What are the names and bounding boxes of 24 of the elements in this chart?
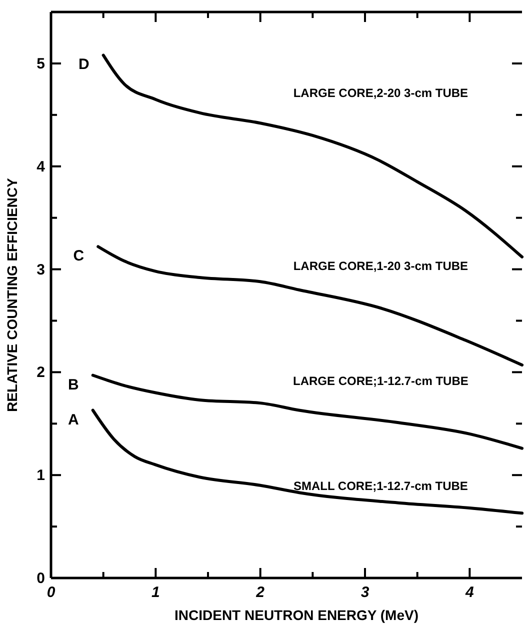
- series-label: A: [68, 411, 80, 428]
- x-tick-label: 3: [360, 584, 370, 601]
- line-series: [91, 408, 524, 515]
- y-axis-title: RELATIVE COUNTING EFFICIENCY: [4, 177, 20, 412]
- x-axis-title: INCIDENT NEUTRON ENERGY (MeV): [174, 607, 418, 623]
- y-tick-label: 1: [36, 467, 45, 484]
- x-tick-label: 4: [464, 584, 474, 601]
- y-tick-label: 3: [36, 261, 45, 278]
- annotation: LARGE CORE;1-12.7-cm TUBE: [293, 374, 468, 388]
- line-series: [91, 374, 524, 450]
- y-tick-label: 0: [36, 570, 45, 587]
- annotation: SMALL CORE;1-12.7-cm TUBE: [293, 479, 468, 493]
- y-tick-label: 4: [36, 158, 46, 176]
- annotation: LARGE CORE,1-20 3-cm TUBE: [293, 259, 468, 273]
- y-tick-label: 5: [36, 55, 45, 72]
- series-label: C: [73, 248, 84, 265]
- line-series: [96, 245, 524, 366]
- series-label: B: [68, 376, 80, 394]
- series-label: D: [78, 56, 90, 74]
- x-tick-label: 1: [151, 584, 160, 601]
- x-tick-label: 2: [255, 584, 266, 601]
- y-tick-label: 2: [36, 364, 45, 382]
- annotation: LARGE CORE,2-20 3-cm TUBE: [293, 86, 468, 100]
- line-series: [102, 54, 524, 258]
